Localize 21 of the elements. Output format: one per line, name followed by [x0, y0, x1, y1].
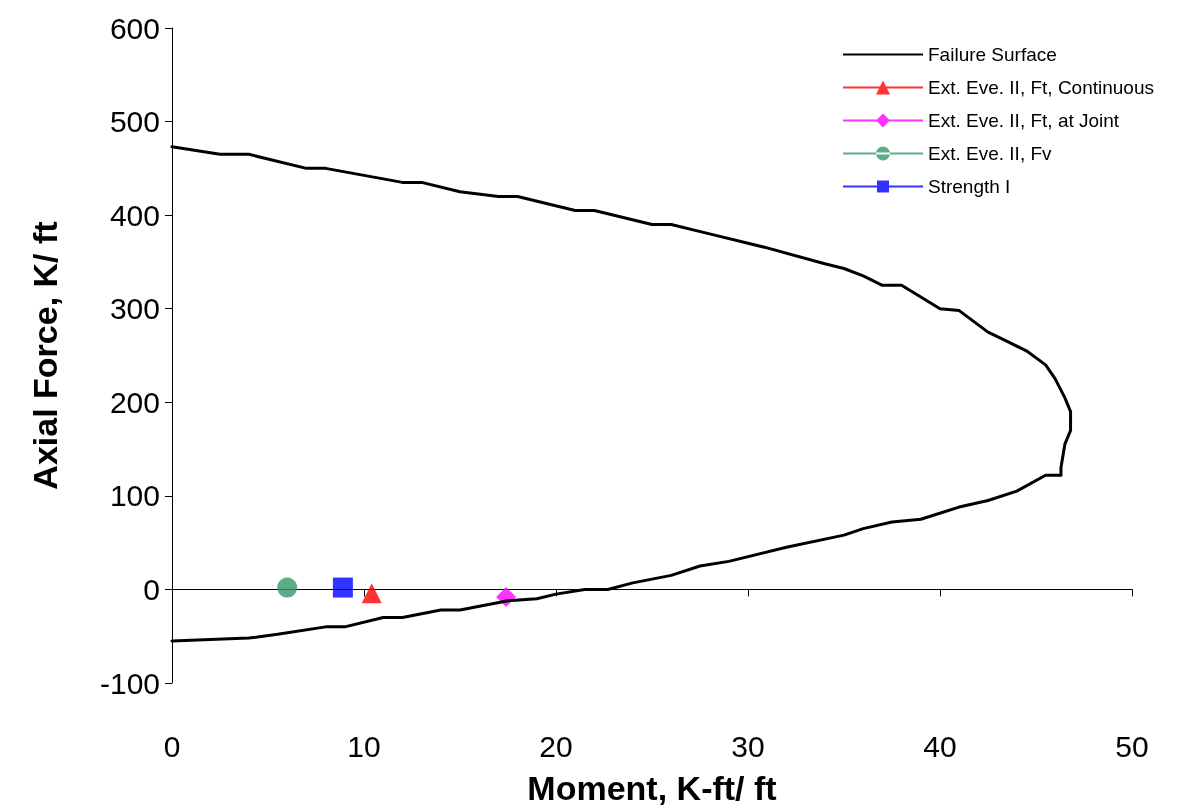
- x-tick-label: 50: [1115, 729, 1149, 763]
- legend-label: Ext. Eve. II, Ft, at Joint: [928, 110, 1120, 131]
- y-tick-label: -100: [99, 666, 160, 700]
- y-tick-label: 600: [109, 11, 160, 45]
- y-tick-label: 400: [109, 198, 160, 232]
- y-tick-label: 300: [109, 292, 160, 326]
- y-axis-title: Axial Force, K/ ft: [26, 221, 64, 490]
- legend-label: Strength I: [928, 176, 1011, 197]
- y-tick-label: 0: [143, 572, 160, 606]
- x-tick-label: 30: [731, 729, 765, 763]
- legend-label: Ext. Eve. II, Ft, Continuous: [928, 77, 1155, 98]
- x-axis-title: Moment, K-ft/ ft: [527, 769, 777, 807]
- y-tick-label: 100: [109, 479, 160, 513]
- x-tick-label: 0: [163, 729, 181, 763]
- legend-label: Ext. Eve. II, Fv: [928, 143, 1053, 164]
- legend-label: Failure Surface: [928, 44, 1057, 65]
- x-tick-label: 10: [347, 729, 381, 763]
- x-tick-label: 20: [539, 729, 573, 763]
- y-tick-label: 500: [109, 105, 160, 139]
- y-tick-label: 200: [109, 385, 160, 419]
- x-tick-label: 40: [923, 729, 957, 763]
